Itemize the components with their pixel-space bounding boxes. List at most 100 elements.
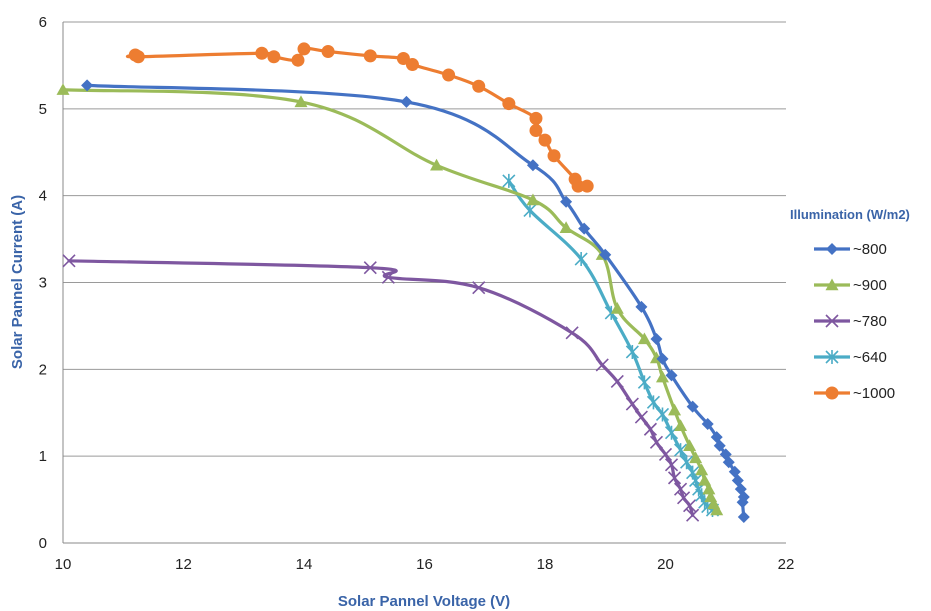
data-point [363, 49, 377, 63]
data-point [62, 254, 76, 268]
legend-marker [825, 314, 839, 328]
data-point [430, 158, 444, 171]
data-point [689, 451, 703, 464]
legend-label: ~800 [853, 241, 887, 258]
data-point [702, 482, 716, 495]
x-tick-label: 14 [296, 556, 313, 573]
data-point [571, 179, 585, 193]
data-point [502, 173, 516, 188]
y-tick-label: 3 [39, 275, 47, 292]
data-point [637, 375, 651, 390]
legend-marker [825, 278, 839, 291]
data-point [736, 496, 749, 509]
legend-title: Illumination (W/m2) [790, 207, 910, 222]
gridlines [62, 21, 786, 544]
data-point [674, 419, 688, 431]
data-point [400, 95, 413, 108]
data-point [668, 403, 682, 416]
data-point [580, 179, 594, 193]
data-point [698, 473, 712, 486]
y-tick-label: 1 [39, 448, 47, 465]
series-line [61, 88, 719, 512]
x-tick-label: 22 [778, 556, 795, 573]
data-point [667, 471, 682, 485]
data-point [686, 508, 700, 522]
legend-label: ~1000 [853, 385, 895, 402]
legend: ~800 ~900 ~780 ~640 ~1000 [814, 241, 895, 402]
data-point [650, 332, 663, 345]
data-point [381, 270, 395, 284]
data-point [655, 407, 670, 422]
data-point [673, 482, 688, 496]
data-point [673, 443, 688, 458]
data-point [655, 370, 669, 383]
y-tick-label: 5 [39, 101, 47, 118]
data-point [637, 332, 651, 345]
data-point [683, 439, 697, 451]
data-point [610, 302, 624, 314]
data-point [547, 149, 561, 163]
data-point [578, 222, 591, 235]
data-point [683, 499, 697, 513]
series-800 [81, 79, 750, 523]
x-tick-label: 10 [55, 556, 72, 573]
data-point [81, 79, 94, 92]
series-line [67, 259, 695, 517]
x-tick-label: 18 [537, 556, 554, 573]
data-point [472, 281, 486, 295]
y-tick-label: 0 [39, 535, 47, 552]
x-axis-label: Solar Pannel Voltage (V) [338, 593, 510, 610]
data-point [625, 397, 639, 411]
y-tick-label: 6 [39, 14, 47, 31]
data-point [595, 358, 609, 372]
data-point [643, 422, 658, 436]
legend-item: ~900 [814, 277, 887, 294]
data-point [255, 46, 269, 60]
data-point [701, 418, 714, 431]
x-tick-label: 20 [657, 556, 674, 573]
data-point [529, 111, 543, 125]
data-point [291, 53, 305, 67]
y-axis-label: Solar Pannel Current (A) [9, 195, 26, 369]
data-point [710, 503, 724, 516]
legend-item: ~640 [814, 349, 887, 366]
series-1000 [125, 42, 594, 193]
legend-item: ~800 [814, 241, 887, 258]
data-point [658, 447, 673, 461]
series-640 [502, 173, 720, 518]
y-tick-label: 4 [39, 188, 47, 205]
data-point [267, 50, 281, 64]
legend-label: ~780 [853, 313, 887, 330]
series-line [507, 179, 715, 512]
data-point [686, 400, 699, 413]
legend-item: ~780 [814, 313, 887, 330]
data-point [472, 79, 486, 93]
data-point [664, 425, 679, 440]
data-point [363, 261, 377, 275]
series-line [85, 83, 746, 519]
legend-label: ~900 [853, 277, 887, 294]
data-point [635, 300, 648, 313]
data-point [321, 45, 335, 59]
data-point [131, 50, 145, 64]
data-point [665, 369, 678, 382]
data-point [405, 58, 419, 72]
data-point [526, 193, 540, 206]
data-point [599, 248, 612, 261]
data-point [526, 159, 539, 172]
x-tick-label: 12 [175, 556, 192, 573]
y-tick-label: 2 [39, 361, 47, 378]
data-point [560, 195, 573, 208]
data-point [565, 326, 579, 340]
data-point [56, 83, 70, 95]
data-point [442, 68, 456, 82]
data-point [656, 352, 669, 365]
legend-marker [826, 243, 838, 255]
data-point [722, 456, 735, 469]
data-point [664, 458, 679, 472]
legend-item: ~1000 [814, 385, 895, 402]
data-point [649, 435, 664, 449]
data-point [538, 133, 552, 147]
data-point [677, 491, 691, 505]
